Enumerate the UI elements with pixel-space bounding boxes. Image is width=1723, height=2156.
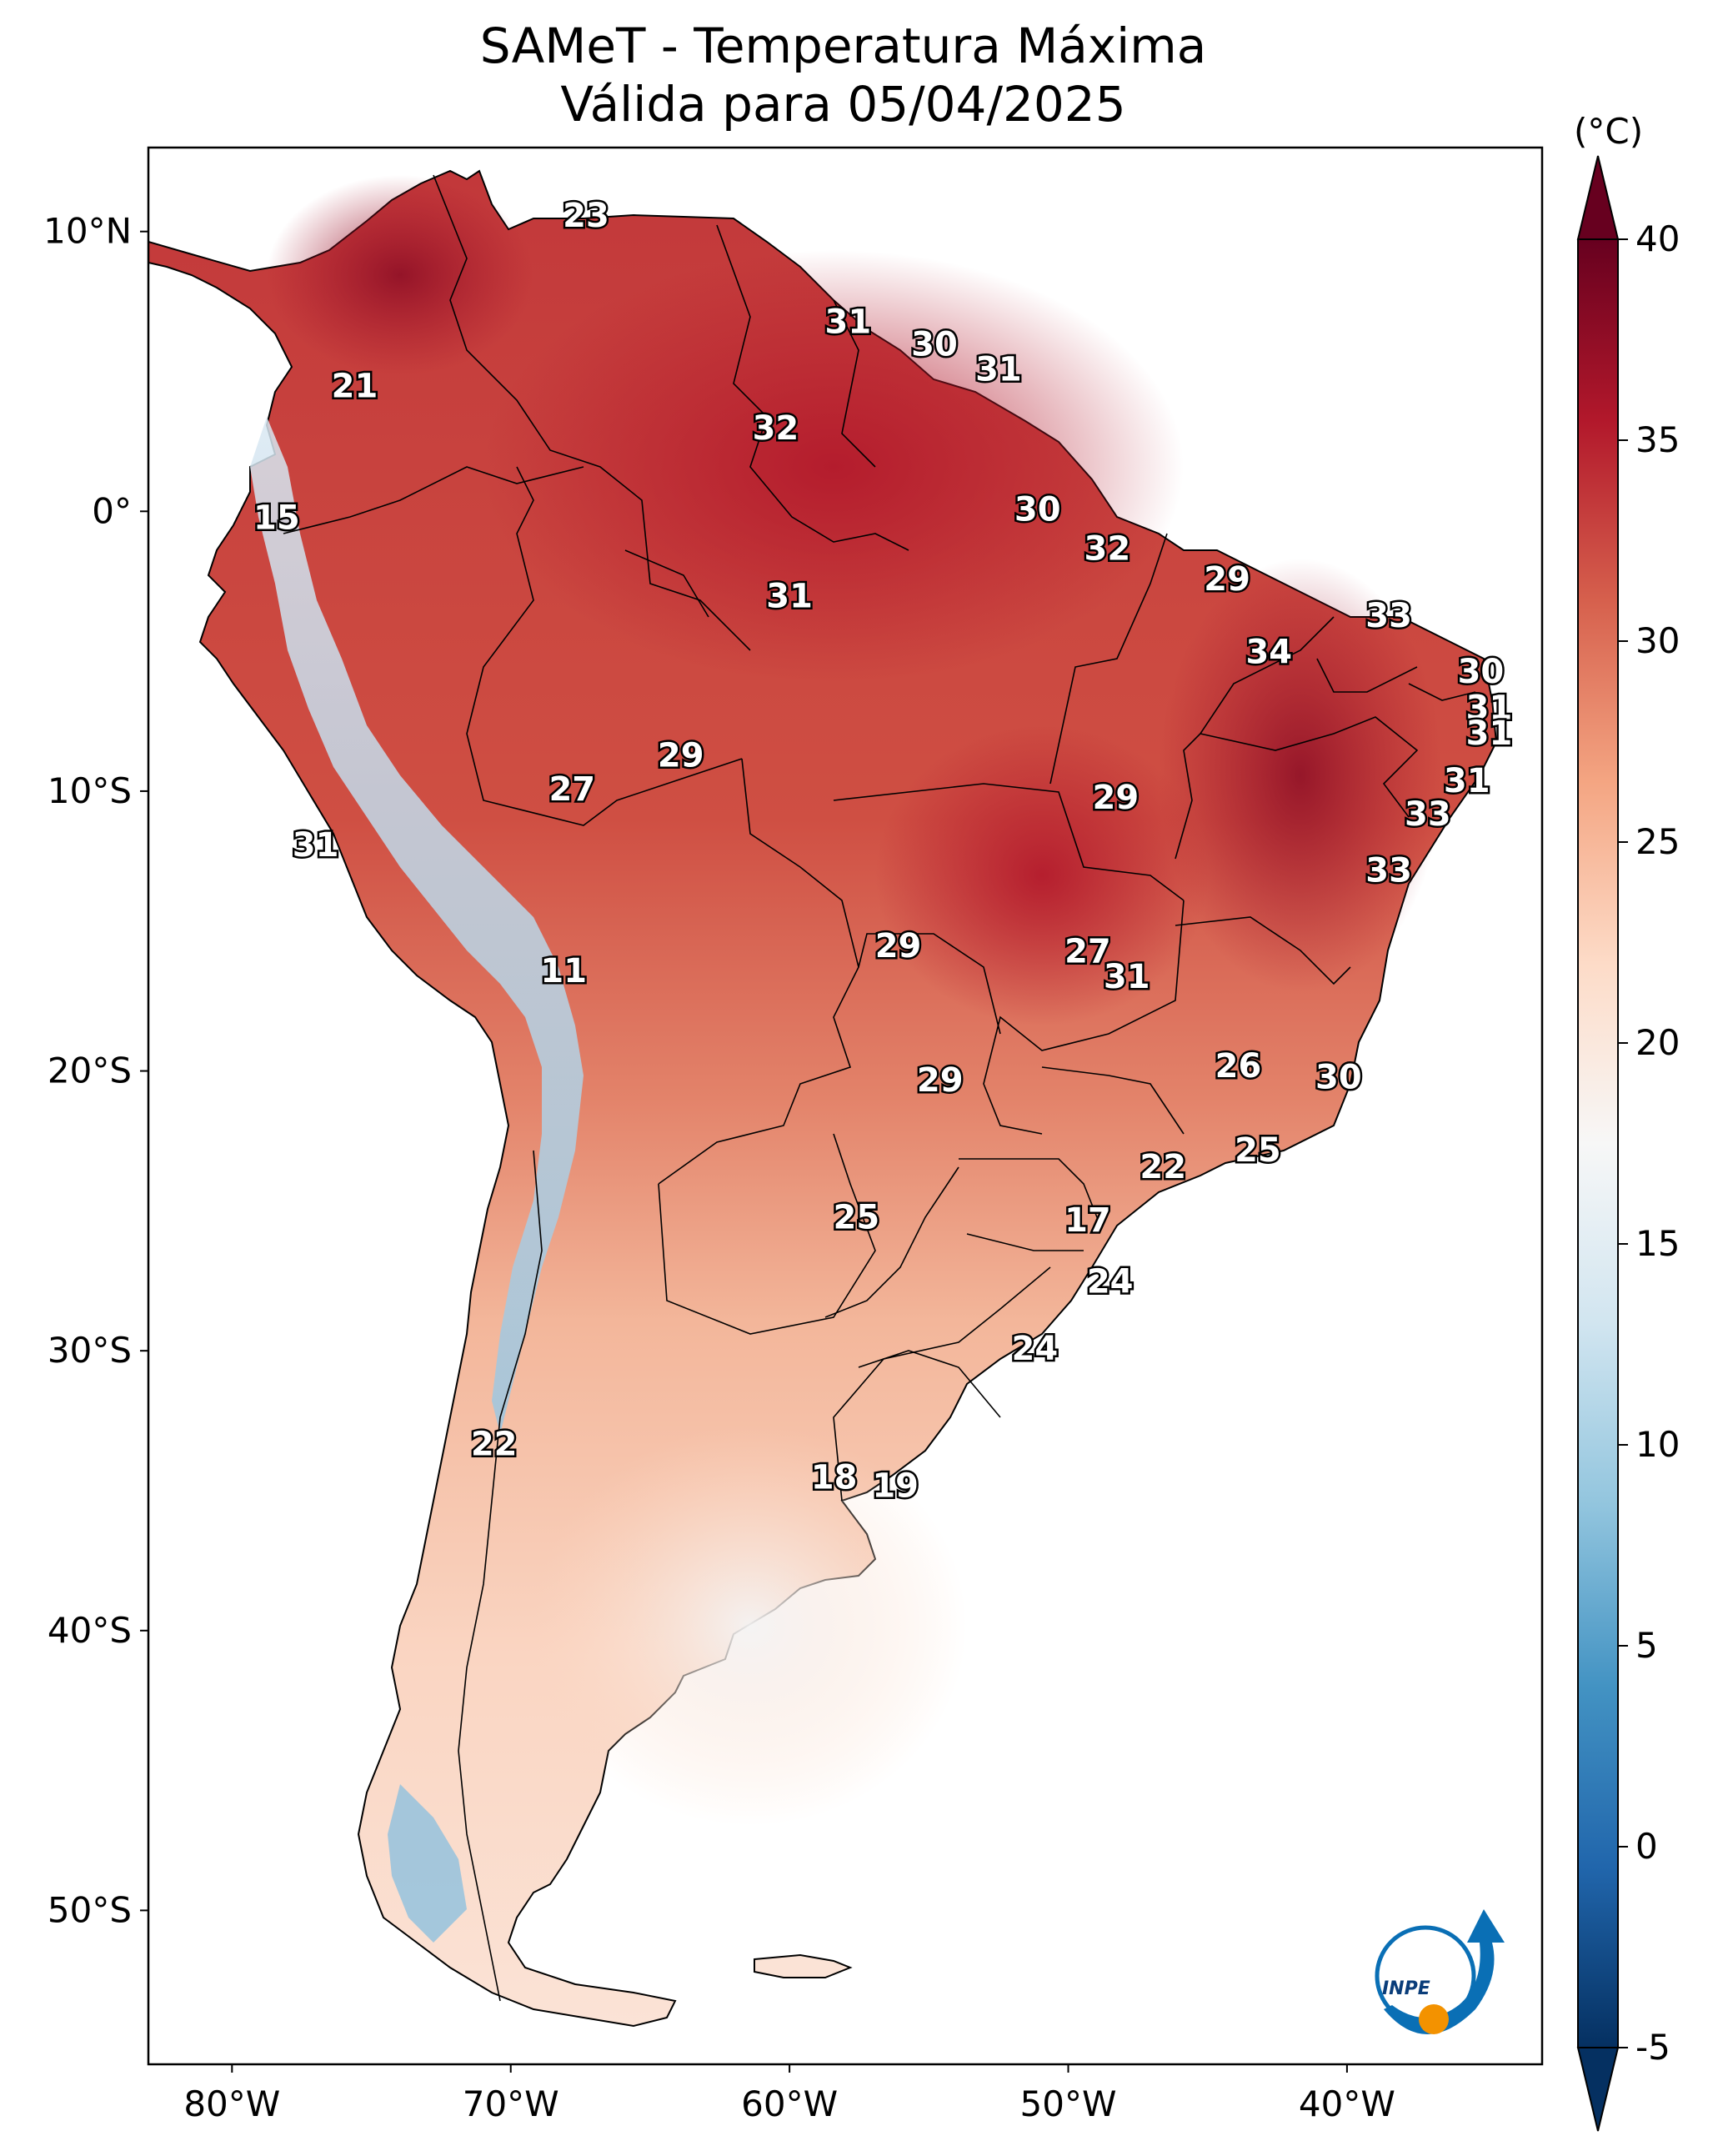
city-temperature-label: 22 — [471, 1425, 518, 1463]
city-temperature-label: 30 — [1458, 653, 1505, 691]
city-temperature-label: 11 — [540, 952, 587, 990]
city-temperature-label: 17 — [1064, 1201, 1111, 1240]
colorbar-min-arrow — [1576, 2047, 1620, 2132]
city-temperature-label: 25 — [834, 1198, 880, 1236]
city-temperature-label: 33 — [1365, 597, 1412, 635]
city-temperature-label: 29 — [875, 927, 922, 965]
city-temperature-label: 24 — [1012, 1330, 1059, 1368]
city-temperature-label: 32 — [753, 409, 799, 448]
city-temperature-label: 31 — [1466, 689, 1513, 728]
lat-tick-label: 10°S — [48, 770, 132, 811]
city-temperature-label: 29 — [1204, 560, 1250, 599]
colorbar-tick-label: 10 — [1635, 1424, 1680, 1465]
colorbar-unit: (°C) — [1574, 111, 1643, 152]
colorbar: (°C) -5 0 5 10 15 20 25 30 35 40 — [1574, 111, 1680, 2132]
lat-tick-label: 50°S — [48, 1889, 132, 1930]
city-temperature-label: 27 — [1064, 933, 1111, 971]
city-temperature-label: 19 — [872, 1467, 919, 1506]
colorbar-max-arrow — [1576, 155, 1620, 240]
city-temperature-label: 32 — [1084, 529, 1131, 568]
city-temperature-label: 26 — [1215, 1047, 1262, 1086]
colorbar-tick-label: 20 — [1635, 1022, 1680, 1063]
lon-tick-label: 60°W — [741, 2083, 838, 2124]
city-temperature-label: 30 — [911, 325, 958, 364]
lat-tick-label: 10°N — [43, 211, 132, 252]
colorbar-tick-label: -5 — [1635, 2027, 1670, 2068]
city-temperature-label: 31 — [1444, 762, 1490, 800]
latitude-axis: 10°N 0° 10°S 20°S 30°S 40°S 50°S — [43, 211, 148, 1930]
city-temperature-label: 21 — [332, 368, 378, 406]
city-temperature-label: 29 — [917, 1061, 964, 1100]
inpe-logo: INPE — [1375, 1909, 1505, 2034]
lon-tick-label: 50°W — [1020, 2083, 1117, 2124]
city-temperature-label: 24 — [1087, 1263, 1134, 1301]
city-temperature-label: 18 — [811, 1459, 858, 1497]
lat-tick-label: 20°S — [48, 1050, 132, 1091]
city-temperature-label: 34 — [1245, 633, 1292, 671]
city-temperature-label: 23 — [563, 197, 609, 235]
lat-tick-label: 0° — [92, 490, 132, 531]
city-temperature-label: 30 — [1315, 1059, 1362, 1097]
map-title: SAMeT - Temperatura Máxima — [479, 18, 1207, 74]
city-temperature-label: 29 — [1093, 779, 1139, 817]
city-temperature-label: 25 — [1235, 1131, 1281, 1170]
city-temperature-label: 31 — [1104, 958, 1150, 996]
colorbar-tick-label: 25 — [1635, 821, 1680, 862]
colorbar-tick-label: 0 — [1635, 1826, 1658, 1867]
lon-tick-label: 40°W — [1299, 2083, 1395, 2124]
city-temperature-label: 31 — [825, 303, 872, 341]
colorbar-tick-label: 5 — [1635, 1625, 1658, 1666]
city-temperature-label: 33 — [1405, 795, 1451, 834]
country-borders — [283, 174, 1476, 2002]
city-temperature-label: 31 — [293, 826, 339, 865]
colorbar-tick-label: 15 — [1635, 1223, 1680, 1264]
colorbar-tick-label: 35 — [1635, 419, 1680, 460]
colorbar-tick-label: 40 — [1635, 218, 1680, 259]
lon-tick-label: 70°W — [463, 2083, 559, 2124]
colorbar-tick-label: 30 — [1635, 620, 1680, 661]
city-temperature-label: 29 — [658, 737, 704, 775]
city-temperature-label: 27 — [548, 770, 595, 809]
map-border — [147, 146, 1544, 2066]
colorbar-gradient — [1577, 238, 1619, 2048]
city-temperature-label: 31 — [975, 350, 1022, 389]
city-temperature-label: 22 — [1139, 1148, 1186, 1186]
city-temperature-label: 33 — [1365, 851, 1412, 890]
city-temperature-label: 15 — [253, 499, 300, 537]
map-subtitle: Válida para 05/04/2025 — [560, 76, 1126, 133]
lat-tick-label: 40°S — [48, 1610, 132, 1651]
lon-tick-label: 80°W — [183, 2083, 280, 2124]
south-america-landmass — [148, 169, 1498, 2028]
city-temperature-label: 31 — [1466, 714, 1513, 753]
longitude-axis: 80°W 70°W 60°W 50°W 40°W — [183, 2064, 1395, 2124]
inpe-logo-text: INPE — [1382, 1978, 1430, 1999]
city-temperature-label: 30 — [1014, 490, 1061, 529]
lat-tick-label: 30°S — [48, 1330, 132, 1371]
city-temperature-label: 31 — [766, 577, 813, 615]
